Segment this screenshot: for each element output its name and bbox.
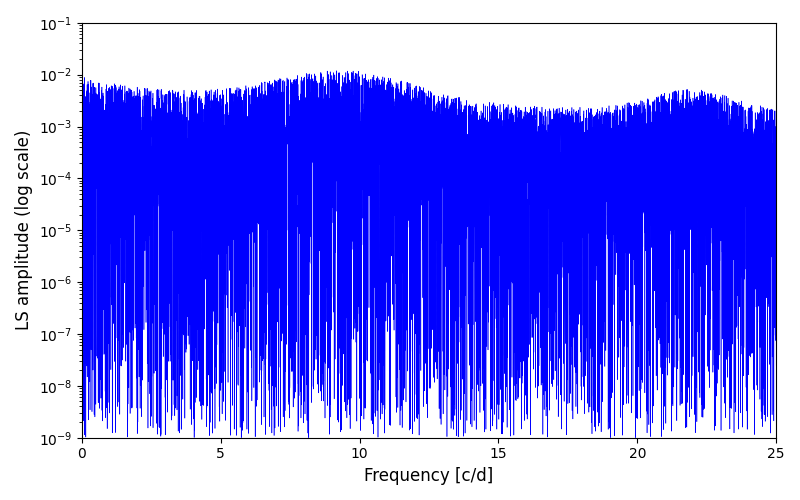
Y-axis label: LS amplitude (log scale): LS amplitude (log scale) <box>15 130 33 330</box>
X-axis label: Frequency [c/d]: Frequency [c/d] <box>364 467 494 485</box>
